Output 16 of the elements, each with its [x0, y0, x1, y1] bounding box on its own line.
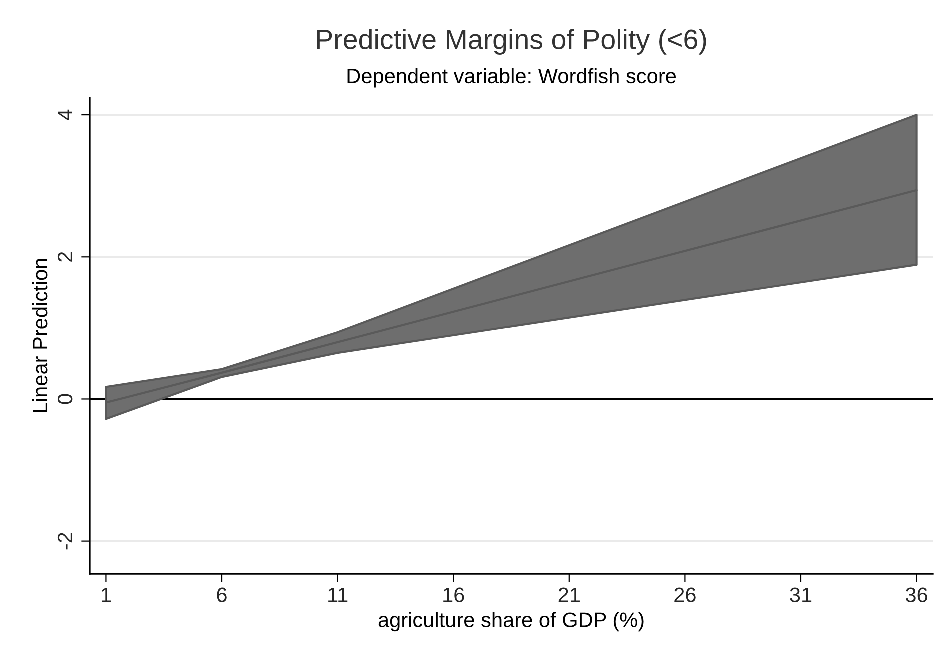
y-axis-title: Linear Prediction: [32, 259, 48, 412]
x-axis-title: agriculture share of GDP (%): [378, 612, 644, 632]
x-tick-label: 1: [102, 588, 111, 602]
x-tick-label: 36: [906, 588, 928, 602]
x-tick-label: 6: [217, 588, 227, 602]
chart-subtitle: Dependent variable: Wordfish score: [348, 68, 676, 88]
y-tick-label: 2: [58, 252, 72, 262]
y-tick-label: 0: [58, 394, 73, 404]
x-tick-label: 31: [790, 588, 812, 602]
y-tick-label: 4: [58, 110, 72, 120]
x-tick-label: 21: [558, 588, 580, 602]
x-tick-label: 26: [674, 588, 696, 602]
chart-title: Predictive Margins of Polity (<6): [317, 29, 706, 55]
x-tick-label: 11: [328, 588, 348, 602]
y-tick-label: -2: [58, 533, 72, 550]
x-tick-label: 16: [444, 588, 464, 602]
